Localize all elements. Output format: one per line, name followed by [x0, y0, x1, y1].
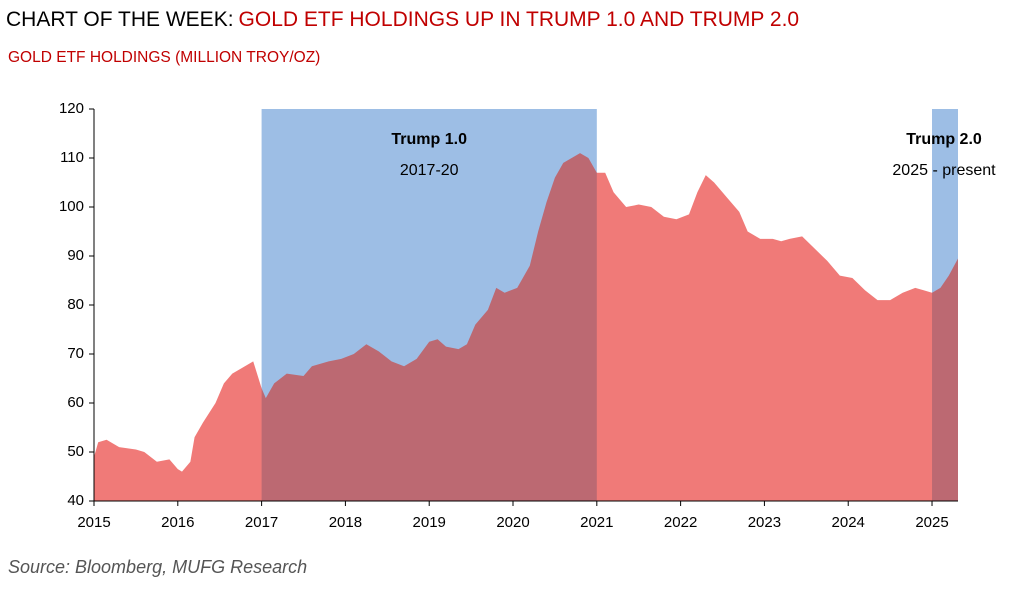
shade-sublabel: 2025 - present: [892, 162, 996, 179]
x-tick-label: 2016: [161, 514, 194, 531]
y-tick-label: 110: [60, 149, 84, 166]
y-tick-label: 100: [59, 198, 84, 215]
chart-title: CHART OF THE WEEK: GOLD ETF HOLDINGS UP I…: [6, 8, 799, 31]
shade-overlay: [932, 109, 958, 501]
x-tick-label: 2021: [580, 514, 613, 531]
x-tick-label: 2020: [496, 514, 529, 531]
x-tick-label: 2019: [413, 514, 446, 531]
y-tick-label: 80: [67, 296, 84, 313]
x-tick-label: 2015: [77, 514, 110, 531]
x-tick-label: 2025: [915, 514, 948, 531]
x-tick-label: 2017: [245, 514, 278, 531]
y-tick-label: 70: [67, 345, 84, 362]
source: Source: Bloomberg, MUFG Research: [8, 557, 307, 577]
subtitle: GOLD ETF HOLDINGS (MILLION TROY/OZ): [8, 49, 320, 66]
y-tick-label: 50: [67, 443, 84, 460]
y-tick-label: 120: [59, 100, 84, 117]
shade-overlay: [261, 109, 597, 501]
x-tick-label: 2023: [748, 514, 781, 531]
x-tick-label: 2018: [329, 514, 362, 531]
y-tick-label: 90: [67, 247, 84, 264]
x-tick-label: 2024: [832, 514, 865, 531]
shade-label: Trump 1.0: [391, 131, 467, 148]
y-tick-label: 40: [67, 492, 84, 509]
x-tick-label: 2022: [664, 514, 697, 531]
shade-sublabel: 2017-20: [400, 162, 459, 179]
shade-label: Trump 2.0: [906, 131, 982, 148]
title-main: GOLD ETF HOLDINGS UP IN TRUMP 1.0 AND TR…: [239, 8, 800, 31]
title-prefix: CHART OF THE WEEK:: [6, 8, 234, 31]
y-tick-label: 60: [67, 394, 84, 411]
